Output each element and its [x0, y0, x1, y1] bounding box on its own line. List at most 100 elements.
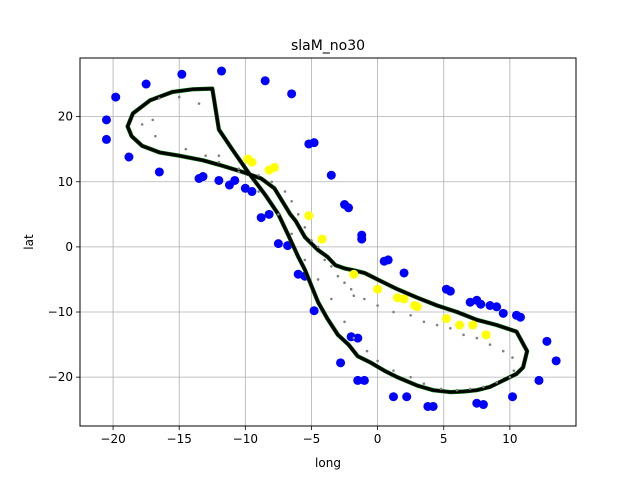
y-tick-label: 0 — [65, 240, 73, 254]
blue-point — [287, 89, 297, 99]
gray-point — [316, 278, 320, 281]
x-tick-label: 10 — [502, 432, 517, 446]
blue-point — [508, 392, 518, 402]
blue-point — [326, 170, 336, 180]
blue-point — [141, 79, 151, 89]
gray-point — [330, 297, 333, 301]
blue-point — [359, 375, 369, 385]
gray-point — [330, 265, 333, 268]
x-tick-label: −15 — [167, 432, 192, 446]
gray-point — [409, 313, 412, 317]
blue-point — [346, 332, 356, 342]
blue-point — [264, 209, 274, 219]
y-tick-label: 20 — [58, 110, 73, 124]
gray-point — [439, 387, 443, 391]
gray-point — [468, 387, 472, 391]
gray-point — [508, 375, 512, 379]
blue-point — [309, 306, 319, 316]
gray-point — [495, 381, 498, 384]
blue-point — [101, 134, 111, 144]
gray-point — [154, 134, 157, 138]
blue-point — [498, 308, 508, 318]
blue-point — [198, 172, 208, 182]
gray-point — [237, 170, 241, 174]
blue-point — [388, 392, 398, 402]
y-axis-label: lat — [22, 234, 36, 250]
gray-point — [197, 102, 201, 105]
tick-layer: −20 −15 −10 −5 0 5 10 −20 −10 0 10 20 — [48, 110, 518, 446]
gray-point — [323, 258, 326, 262]
blue-point — [515, 312, 525, 322]
blue-point — [256, 213, 266, 223]
gray-point — [352, 294, 356, 298]
gray-point — [488, 343, 492, 346]
gray-point — [376, 304, 379, 307]
yellow-point — [304, 211, 314, 221]
blue-point — [402, 392, 412, 402]
blue-point — [357, 234, 367, 244]
blue-point — [293, 269, 303, 279]
blue-point — [383, 255, 393, 265]
blue-point — [124, 152, 134, 162]
yellow-point — [441, 314, 451, 324]
gray-point — [277, 213, 280, 216]
y-tick-label: −10 — [48, 305, 73, 319]
yellow-point — [373, 284, 383, 294]
blue-point — [428, 401, 438, 411]
yellow-point — [412, 302, 422, 312]
gray-point — [151, 118, 155, 122]
gray-point — [184, 147, 188, 151]
x-axis-label: long — [315, 456, 341, 470]
gray-point — [290, 232, 293, 236]
gray-point — [343, 320, 346, 324]
y-tick-label: −20 — [48, 370, 73, 384]
x-tick-label: 5 — [440, 432, 448, 446]
blue-point — [260, 76, 270, 86]
yellow-point — [481, 330, 491, 340]
gray-point — [422, 320, 426, 324]
x-tick-label: 0 — [374, 432, 382, 446]
blue-point — [336, 358, 346, 368]
yellow-point — [399, 294, 409, 304]
blue-point — [101, 115, 111, 125]
x-tick-label: −10 — [233, 432, 258, 446]
gray-point — [435, 323, 439, 327]
blue-point — [304, 139, 314, 149]
gray-point — [283, 190, 287, 193]
gray-point — [352, 336, 356, 340]
gray-point — [482, 385, 485, 389]
blue-point — [224, 180, 234, 190]
gray-point — [310, 239, 313, 242]
track-line — [126, 87, 529, 394]
gray-point — [422, 382, 426, 385]
blue-point — [476, 299, 486, 309]
gray-point — [217, 160, 221, 164]
blue-point — [353, 375, 363, 385]
gray-point — [237, 167, 241, 171]
blue-point — [154, 167, 164, 177]
gray-point — [336, 274, 340, 278]
gray-point — [177, 95, 181, 99]
gray-point — [158, 97, 161, 100]
blue-point — [478, 400, 488, 410]
gray-point — [365, 349, 369, 353]
data-layer — [101, 66, 561, 411]
blue-point — [214, 175, 224, 185]
yellow-point — [269, 162, 279, 172]
blue-point — [542, 336, 552, 346]
gray-point — [303, 258, 307, 262]
blue-point — [111, 92, 121, 102]
gray-point — [455, 388, 459, 392]
gray-point — [270, 180, 274, 184]
yellow-point — [468, 320, 478, 330]
gray-point — [316, 245, 320, 249]
gray-point — [349, 287, 353, 291]
yellow-point — [455, 320, 465, 330]
blue-point — [492, 302, 502, 312]
blue-point — [247, 187, 257, 197]
gray-point — [204, 154, 207, 157]
gray-point — [392, 310, 395, 314]
yellow-point — [349, 269, 359, 279]
gray-point — [512, 369, 516, 372]
